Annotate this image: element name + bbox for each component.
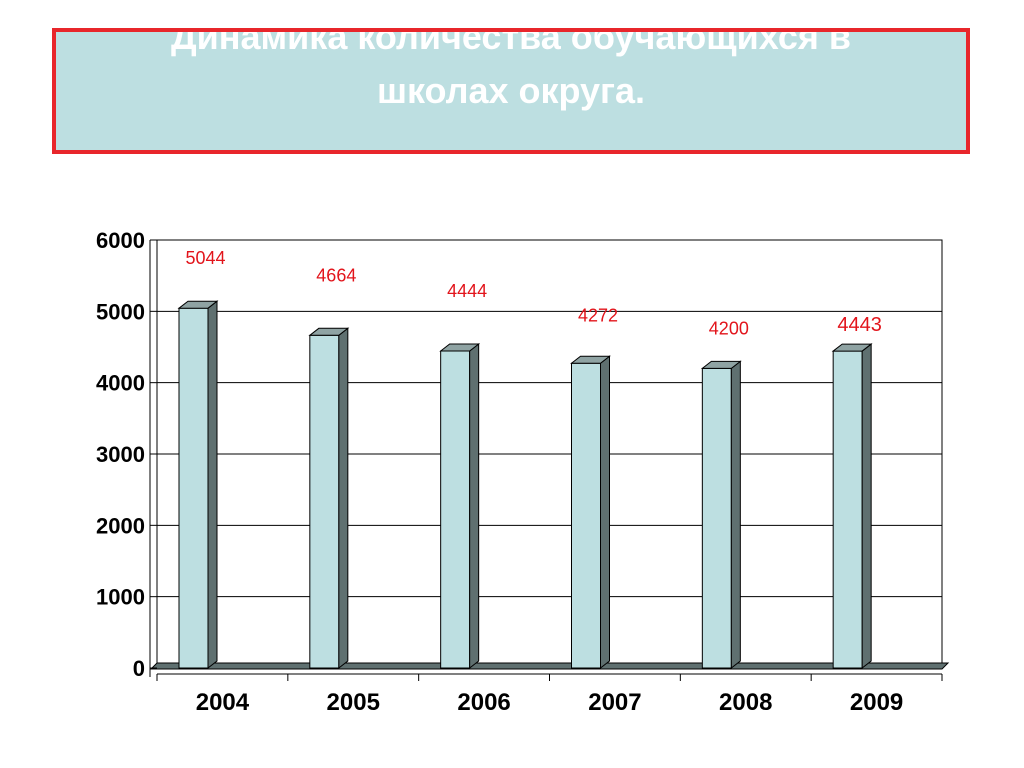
x-tick-label: 2005 bbox=[327, 689, 380, 716]
bar-top bbox=[831, 343, 873, 352]
bar-2005 bbox=[308, 327, 350, 670]
data-label: 4200 bbox=[709, 318, 749, 338]
bar-top bbox=[700, 360, 742, 369]
gridlines bbox=[156, 239, 943, 669]
bar-top bbox=[177, 300, 219, 309]
data-label: 4443 bbox=[837, 314, 882, 336]
bars bbox=[177, 300, 873, 670]
axes: 0 1000 2000 3000 4000 5000 6000 2004 2005 2006 200… bbox=[96, 228, 943, 716]
data-labels: 5044 4664 4444 4272 4200 4443 bbox=[185, 248, 881, 338]
bar-2006 bbox=[439, 342, 481, 670]
bar-top bbox=[439, 343, 481, 352]
chart-floor bbox=[149, 662, 950, 670]
bar-top bbox=[308, 327, 350, 336]
data-label: 4272 bbox=[578, 305, 618, 325]
bar-side bbox=[600, 355, 610, 670]
x-tick-label: 2009 bbox=[850, 689, 903, 716]
x-tick-label: 2006 bbox=[457, 689, 510, 716]
bar bbox=[440, 350, 471, 669]
y-tick-label: 2000 bbox=[96, 513, 145, 538]
data-label: 5044 bbox=[185, 248, 225, 268]
bar-side bbox=[730, 360, 741, 670]
title-box: Динамика количества обучающихся в школах… bbox=[52, 28, 970, 154]
data-label: 4444 bbox=[447, 281, 487, 301]
y-tick-label: 4000 bbox=[96, 371, 145, 396]
slide-title: Динамика количества обучающихся в школах… bbox=[171, 28, 851, 111]
x-tick-label: 2008 bbox=[719, 689, 772, 716]
bar bbox=[178, 307, 209, 669]
bar bbox=[832, 350, 863, 669]
bar-2009 bbox=[831, 343, 873, 670]
y-tick-label: 5000 bbox=[96, 299, 145, 324]
bar bbox=[571, 362, 601, 669]
bar-2008 bbox=[700, 360, 742, 670]
bar bbox=[701, 367, 732, 669]
y-tick-label: 3000 bbox=[96, 442, 145, 467]
bar-2004 bbox=[177, 300, 219, 670]
y-tick-label: 6000 bbox=[96, 228, 145, 253]
bar-side bbox=[207, 300, 218, 670]
bar bbox=[309, 334, 340, 669]
y-tick-label: 1000 bbox=[96, 585, 145, 610]
floor bbox=[149, 662, 950, 670]
bar-side bbox=[338, 327, 349, 670]
bar-side bbox=[469, 342, 480, 670]
x-tick-label: 2004 bbox=[196, 689, 250, 716]
bar-top bbox=[570, 355, 611, 364]
bar-2007 bbox=[570, 355, 611, 670]
y-tick-label: 0 bbox=[133, 656, 145, 681]
x-tick-label: 2007 bbox=[588, 689, 641, 716]
data-label: 4664 bbox=[316, 265, 356, 285]
bar-side bbox=[861, 343, 872, 670]
